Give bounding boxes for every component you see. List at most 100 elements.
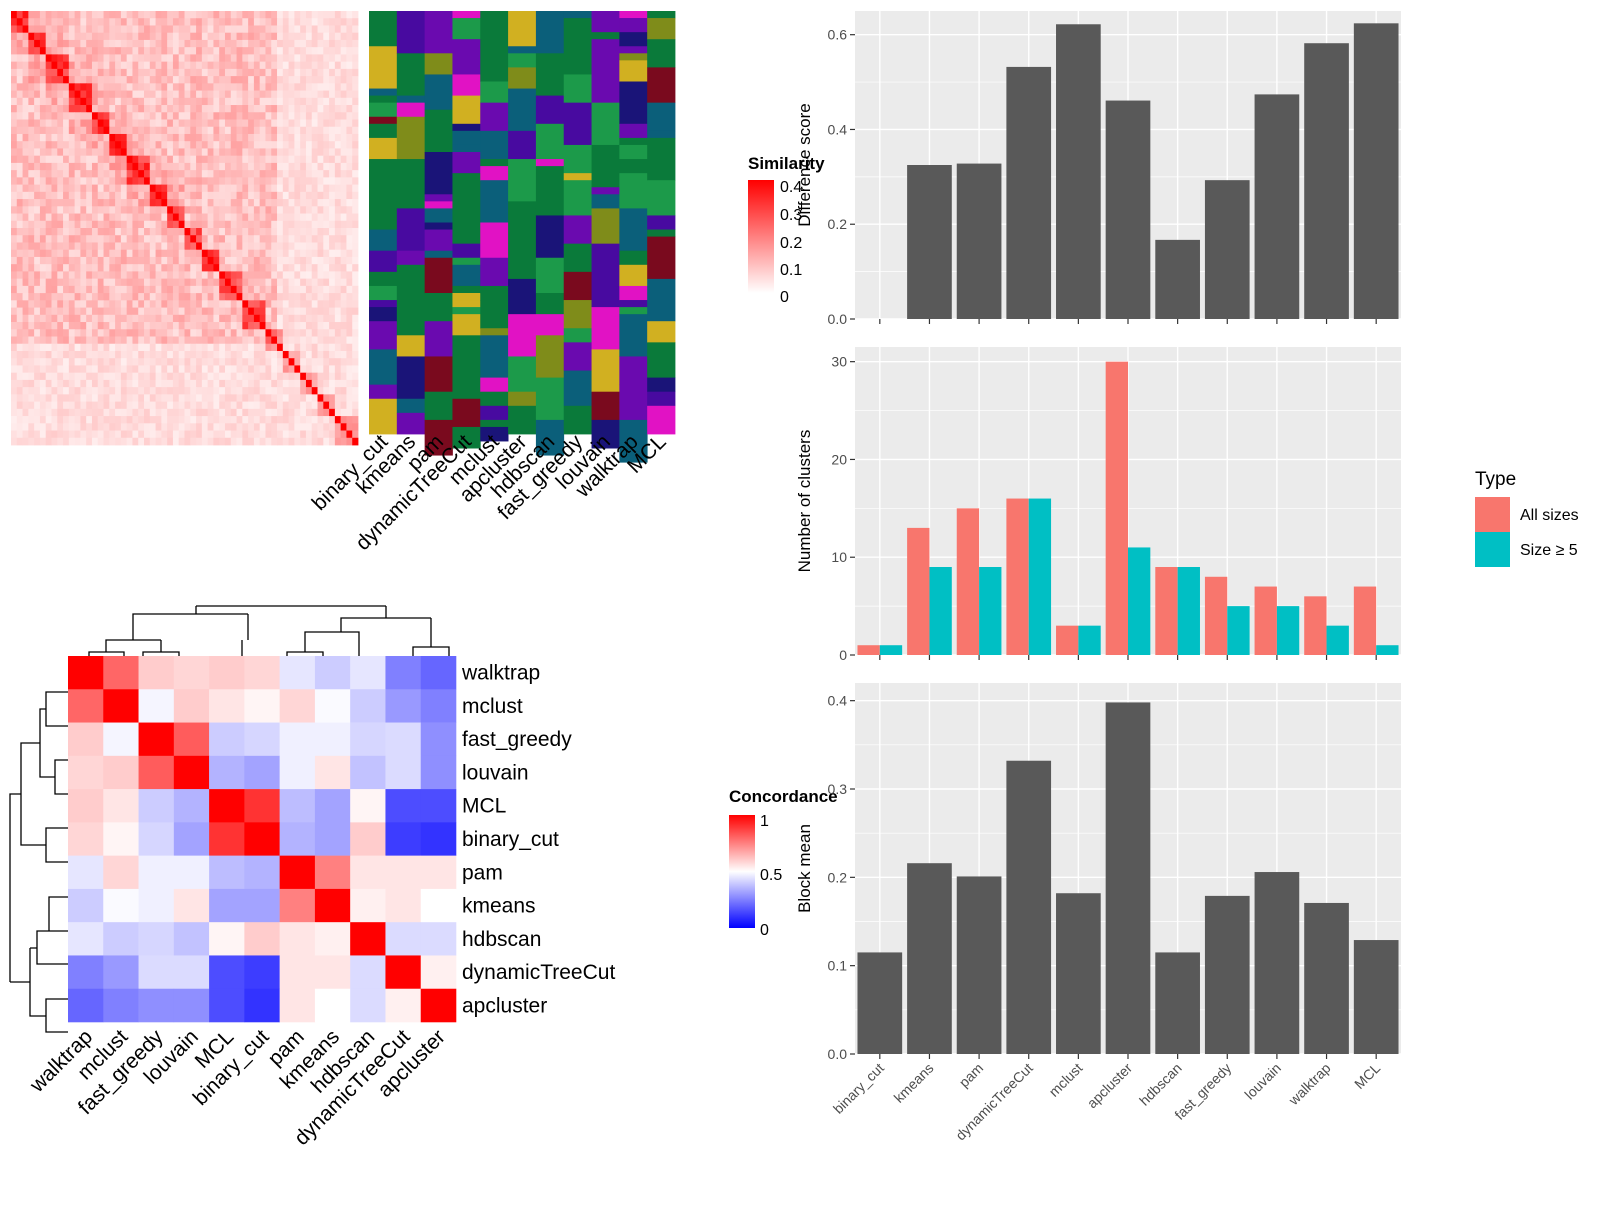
similarity-cell bbox=[300, 278, 307, 287]
similarity-cell bbox=[138, 32, 145, 41]
similarity-cell bbox=[51, 177, 58, 185]
similarity-cell bbox=[190, 401, 197, 410]
similarity-cell bbox=[230, 170, 237, 178]
similarity-cell bbox=[11, 18, 18, 26]
similarity-cell bbox=[155, 148, 162, 157]
similarity-cell bbox=[196, 220, 203, 229]
similarity-cell bbox=[196, 206, 203, 214]
similarity-cell bbox=[109, 119, 116, 128]
similarity-cell bbox=[178, 170, 185, 178]
similarity-cell bbox=[172, 90, 180, 99]
similarity-cell bbox=[16, 76, 23, 84]
similarity-cell bbox=[22, 90, 29, 99]
similarity-cell bbox=[155, 126, 162, 135]
similarity-cell bbox=[80, 25, 87, 34]
similarity-cell bbox=[57, 133, 64, 142]
similarity-cell bbox=[22, 148, 29, 157]
similarity-cell bbox=[109, 379, 116, 388]
similarity-cell bbox=[213, 271, 220, 280]
similarity-cell bbox=[39, 39, 47, 48]
similarity-cell bbox=[305, 47, 313, 55]
similarity-cell bbox=[57, 177, 64, 185]
similarity-cell bbox=[80, 242, 87, 251]
membership-cell bbox=[452, 243, 481, 259]
bar bbox=[1155, 567, 1178, 655]
similarity-cell bbox=[126, 307, 133, 316]
similarity-cell bbox=[253, 11, 261, 19]
similarity-cell bbox=[207, 235, 214, 243]
similarity-cell bbox=[45, 68, 52, 77]
similarity-heatmap bbox=[11, 11, 359, 446]
similarity-cell bbox=[213, 430, 220, 439]
similarity-cell bbox=[155, 242, 162, 251]
similarity-cell bbox=[190, 423, 197, 431]
similarity-cell bbox=[277, 76, 284, 84]
membership-cell bbox=[369, 285, 398, 301]
similarity-cell bbox=[97, 83, 104, 91]
similarity-cell bbox=[120, 83, 128, 91]
similarity-cell bbox=[155, 76, 162, 84]
similarity-cell bbox=[201, 264, 209, 272]
concordance-legend-tick: 0 bbox=[760, 922, 769, 939]
similarity-cell bbox=[11, 271, 18, 280]
membership-cell bbox=[424, 222, 453, 230]
similarity-cell bbox=[16, 105, 23, 113]
similarity-cell bbox=[196, 213, 203, 222]
similarity-cell bbox=[317, 199, 324, 207]
similarity-cell bbox=[80, 126, 87, 135]
similarity-cell bbox=[57, 343, 64, 352]
similarity-cell bbox=[28, 155, 35, 164]
similarity-cell bbox=[126, 365, 133, 374]
similarity-cell bbox=[213, 76, 220, 84]
similarity-cell bbox=[16, 394, 23, 402]
similarity-cell bbox=[167, 177, 174, 185]
membership-cell bbox=[424, 419, 453, 456]
concordance-cell bbox=[279, 656, 316, 690]
similarity-cell bbox=[259, 423, 266, 431]
similarity-cell bbox=[201, 358, 209, 366]
similarity-cell bbox=[80, 285, 87, 294]
similarity-cell bbox=[80, 278, 87, 287]
similarity-cell bbox=[97, 278, 104, 287]
similarity-cell bbox=[144, 83, 151, 91]
similarity-cell bbox=[329, 343, 336, 352]
similarity-cell bbox=[132, 47, 139, 55]
similarity-cell bbox=[57, 350, 64, 359]
similarity-cell bbox=[184, 372, 191, 381]
concordance-cell bbox=[279, 689, 316, 723]
similarity-cell bbox=[248, 379, 255, 388]
similarity-cell bbox=[126, 32, 133, 41]
similarity-cell bbox=[86, 11, 93, 19]
similarity-cell bbox=[34, 11, 41, 19]
similarity-cell bbox=[178, 285, 185, 294]
similarity-cell bbox=[305, 379, 313, 388]
similarity-cell bbox=[300, 83, 307, 91]
similarity-cell bbox=[334, 314, 342, 323]
similarity-cell bbox=[224, 83, 232, 91]
concordance-cell bbox=[350, 722, 386, 757]
similarity-cell bbox=[213, 256, 220, 265]
similarity-cell bbox=[242, 394, 249, 402]
similarity-cell bbox=[115, 18, 122, 26]
similarity-cell bbox=[74, 350, 81, 359]
membership-cell bbox=[508, 314, 537, 357]
similarity-cell bbox=[334, 199, 342, 207]
membership-cell bbox=[424, 391, 453, 421]
similarity-cell bbox=[132, 387, 139, 395]
similarity-cell bbox=[178, 365, 185, 374]
similarity-cell bbox=[219, 416, 226, 424]
similarity-cell bbox=[329, 401, 336, 410]
similarity-cell bbox=[242, 372, 249, 381]
similarity-cell bbox=[120, 322, 128, 330]
similarity-cell bbox=[305, 423, 313, 431]
similarity-cell bbox=[277, 206, 284, 214]
similarity-cell bbox=[144, 416, 151, 424]
similarity-cell bbox=[91, 25, 99, 34]
similarity-cell bbox=[224, 47, 232, 55]
bar bbox=[1353, 23, 1399, 319]
similarity-cell bbox=[259, 408, 266, 417]
similarity-cell bbox=[149, 437, 156, 446]
similarity-cell bbox=[172, 278, 180, 287]
similarity-cell bbox=[63, 148, 70, 157]
similarity-cell bbox=[305, 133, 313, 142]
